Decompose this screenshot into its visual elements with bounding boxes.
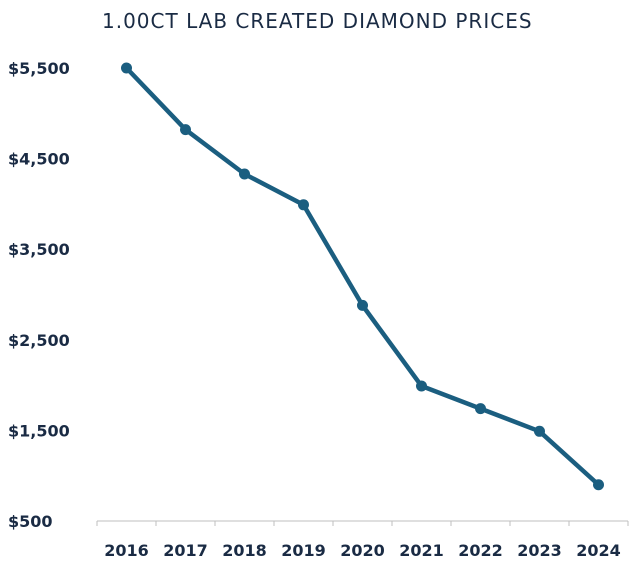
x-tick-label: 2024 <box>576 541 621 560</box>
data-point <box>239 168 250 180</box>
series-group <box>121 62 604 491</box>
y-tick-label: $5,500 <box>8 59 70 78</box>
x-tick-label: 2023 <box>517 541 562 560</box>
data-point <box>593 479 604 491</box>
y-tick-label: $1,500 <box>8 421 70 440</box>
data-point <box>298 199 309 211</box>
data-point <box>475 403 486 415</box>
y-tick-label: $4,500 <box>8 150 70 169</box>
y-tick-label: $500 <box>8 512 53 531</box>
series-line <box>124 65 601 488</box>
y-axis: $500 $1,500 $2,500 $3,500 $4,500 $5,500 <box>8 59 70 531</box>
x-tick-label: 2018 <box>222 541 267 560</box>
data-point <box>180 124 191 136</box>
data-point <box>534 425 545 437</box>
chart-title: 1.00CT LAB CREATED DIAMOND PRICES <box>102 9 533 33</box>
x-tick-label: 2022 <box>458 541 503 560</box>
data-point <box>121 62 132 74</box>
data-point <box>357 299 368 311</box>
y-tick-label: $3,500 <box>8 240 70 259</box>
y-tick-label: $2,500 <box>8 331 70 350</box>
x-tick-label: 2020 <box>340 541 385 560</box>
x-axis: 2016 2017 2018 2019 2020 2021 2022 2023 2024 <box>96 520 629 560</box>
x-tick-label: 2017 <box>163 541 208 560</box>
x-tick-label: 2016 <box>104 541 149 560</box>
data-point <box>416 380 427 392</box>
x-tick-label: 2021 <box>399 541 444 560</box>
x-tick-label: 2019 <box>281 541 326 560</box>
